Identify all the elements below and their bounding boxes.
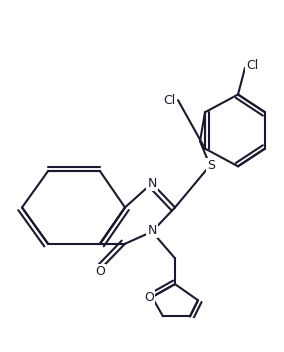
Text: Cl: Cl [246, 58, 258, 71]
Text: Cl: Cl [163, 94, 176, 107]
Text: O: O [95, 264, 105, 277]
Text: N: N [147, 177, 157, 190]
Text: S: S [207, 159, 216, 172]
Text: O: O [144, 290, 154, 303]
Text: N: N [147, 224, 157, 237]
